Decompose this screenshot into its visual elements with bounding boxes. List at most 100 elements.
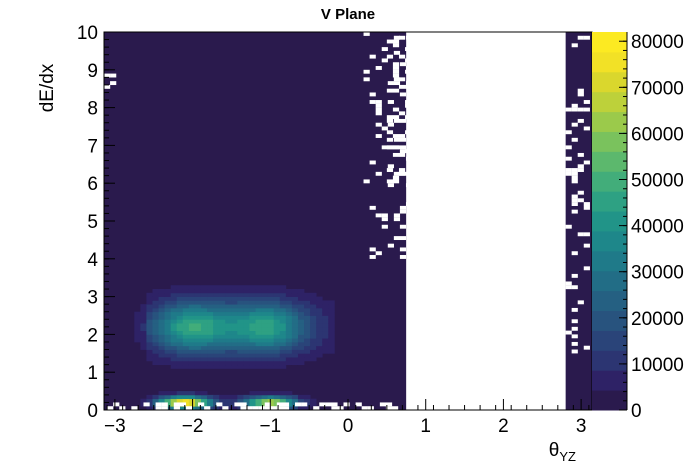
heatmap-cell (304, 319, 311, 324)
heatmap-cell (213, 398, 220, 403)
heatmap-cell (188, 304, 196, 309)
heatmap-cell (285, 326, 293, 332)
heatmap-cell (267, 349, 275, 354)
heatmap-cell (200, 319, 208, 324)
heatmap-cell (140, 326, 147, 332)
heatmap-cell (140, 304, 147, 309)
heatmap-cell (176, 364, 184, 369)
heatmap-cell (152, 304, 159, 309)
heatmap-cell (182, 292, 190, 297)
heatmap-cell (297, 398, 305, 403)
empty-cell (386, 130, 394, 135)
empty-cell (571, 251, 578, 256)
heatmap-cell (194, 285, 202, 290)
heatmap-cell (146, 394, 153, 400)
heatmap-cell (213, 285, 220, 290)
heatmap-cell (164, 323, 172, 328)
heatmap-cell (194, 307, 202, 313)
empty-cell (571, 168, 578, 172)
x-tick-label: 1 (420, 416, 431, 437)
heatmap-cell (261, 300, 269, 305)
empty-cell (571, 307, 578, 312)
colorbar-segment (592, 151, 627, 172)
heatmap-cell (237, 323, 244, 328)
heatmap-cell (219, 289, 226, 294)
heatmap-cell (219, 326, 226, 332)
heatmap-cell (237, 296, 244, 301)
x-tick-label: −1 (259, 416, 281, 437)
empty-cell (577, 35, 584, 40)
empty-cell (583, 202, 590, 206)
heatmap-cell (231, 289, 238, 294)
empty-cell (405, 47, 412, 52)
empty-cell (381, 145, 388, 150)
heatmap-cell (176, 285, 184, 290)
empty-cell (398, 111, 406, 116)
heatmap-cell (249, 353, 256, 358)
heatmap-cell (285, 391, 293, 396)
empty-cell (185, 406, 193, 411)
heatmap-cell (279, 285, 287, 290)
heatmap-cell (158, 311, 166, 316)
heatmap-cell (200, 326, 208, 332)
heatmap-cell (243, 289, 250, 294)
heatmap-cell (243, 341, 250, 347)
heatmap-cell (146, 311, 153, 316)
heatmap-cell (225, 394, 232, 400)
heatmap-cell (273, 349, 281, 354)
heatmap-cell (243, 319, 250, 324)
heatmap-cell (213, 345, 220, 350)
heatmap-cell (182, 341, 190, 347)
heatmap-cell (164, 353, 172, 358)
heatmap-cell (182, 330, 190, 335)
heatmap-cell (261, 289, 269, 294)
heatmap-cell (249, 296, 256, 301)
heatmap-cell (231, 338, 238, 343)
heatmap-cell (310, 398, 317, 403)
heatmap-cell (249, 330, 256, 335)
empty-cell (393, 81, 401, 86)
empty-cell (392, 179, 400, 184)
heatmap-cell (231, 334, 238, 339)
heatmap-cell (152, 289, 159, 294)
heatmap-cell (267, 398, 275, 403)
heatmap-cell (316, 338, 323, 343)
heatmap-cell (182, 357, 190, 362)
heatmap-cell (255, 353, 262, 358)
heatmap-cell (170, 304, 178, 309)
heatmap-cell (194, 300, 202, 305)
empty-cell (375, 122, 382, 127)
heatmap-cell (194, 292, 202, 297)
heatmap-cell (170, 307, 178, 313)
heatmap-cell (267, 330, 275, 335)
heatmap-cell (194, 304, 202, 309)
empty-cell (343, 402, 350, 407)
heatmap-cell (152, 360, 159, 366)
empty-cell (577, 107, 584, 112)
heatmap-cell (291, 307, 299, 313)
empty-cell (399, 255, 407, 259)
heatmap-cell (194, 353, 202, 358)
heatmap-cell (170, 334, 178, 339)
empty-cell (313, 406, 320, 411)
empty-cell (387, 183, 394, 188)
heatmap-cell (237, 345, 244, 350)
heatmap-cell (158, 353, 166, 358)
heatmap-cell (267, 292, 275, 297)
empty-cell (295, 402, 302, 407)
heatmap-cell (297, 307, 305, 313)
empty-cell (246, 406, 253, 411)
heatmap-cell (152, 323, 159, 328)
empty-cell (393, 236, 401, 241)
heatmap-cell (267, 353, 275, 358)
heatmap-cell (176, 394, 184, 400)
y-tick-label: 2 (87, 325, 98, 346)
heatmap-cell (152, 296, 159, 301)
heatmap-cell (328, 300, 335, 305)
heatmap-cell (261, 330, 269, 335)
heatmap-cell (176, 307, 184, 313)
x-axis-title-main: θ (549, 440, 560, 461)
heatmap-cell (134, 334, 141, 339)
heatmap-cell (285, 398, 293, 403)
empty-cell (381, 47, 388, 52)
